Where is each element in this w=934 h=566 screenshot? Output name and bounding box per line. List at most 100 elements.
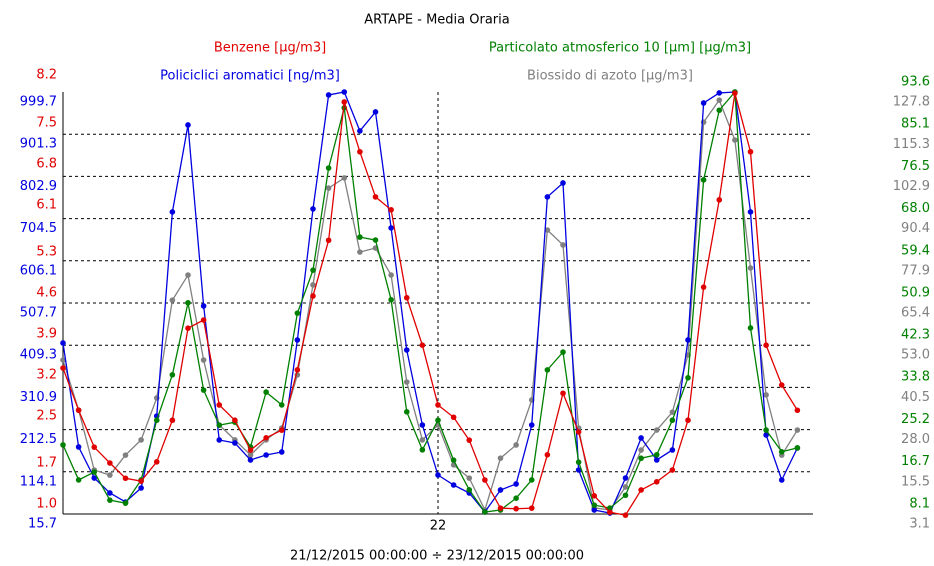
- y-tick-label: 77.9: [901, 263, 930, 278]
- data-point: [778, 477, 785, 483]
- y-tick-label: 59.4: [901, 243, 930, 258]
- data-point: [216, 437, 223, 443]
- y-tick-label: 3.9: [36, 327, 57, 342]
- data-point: [75, 407, 82, 414]
- y-tick-label: 3.1: [909, 517, 930, 532]
- data-point: [466, 487, 473, 493]
- data-point: [544, 452, 551, 458]
- data-point: [513, 442, 519, 448]
- data-point: [544, 194, 551, 200]
- y-tick-label: 507.7: [20, 306, 57, 321]
- data-point: [107, 490, 113, 496]
- data-point: [169, 209, 176, 215]
- y-tick-label: 85.1: [901, 116, 930, 131]
- data-point: [607, 509, 613, 516]
- data-point: [685, 417, 691, 424]
- data-point: [716, 90, 723, 96]
- data-point: [60, 365, 66, 371]
- data-point: [450, 414, 457, 421]
- data-point: [403, 379, 410, 385]
- data-point: [247, 457, 254, 463]
- data-point: [122, 475, 129, 482]
- data-point: [794, 407, 801, 414]
- data-point: [138, 437, 144, 443]
- y-tick-label: 1.0: [36, 497, 57, 512]
- data-point: [325, 165, 332, 171]
- data-point: [716, 97, 723, 103]
- y-tick-label: 33.8: [901, 370, 930, 385]
- data-point: [466, 437, 473, 443]
- x-axis-label: 21/12/2015 00:00:00 ÷ 23/12/2015 00:00:0…: [290, 549, 584, 564]
- data-point: [60, 357, 66, 363]
- y-tick-label: 25.2: [901, 412, 930, 427]
- data-point: [544, 367, 551, 373]
- y-tick-label: 3.2: [36, 368, 57, 383]
- data-point: [591, 507, 598, 513]
- legend-label: Particolato atmosferico 10 [µm] [µg/m3]: [489, 41, 751, 56]
- y-tick-label: 76.5: [901, 159, 930, 174]
- y-tick-label: 115.3: [893, 137, 930, 152]
- data-point: [450, 482, 457, 488]
- data-point: [419, 422, 426, 428]
- data-point: [747, 325, 754, 331]
- data-point: [528, 422, 535, 428]
- data-point: [310, 267, 316, 273]
- data-point: [232, 440, 238, 446]
- data-point: [653, 457, 660, 463]
- data-point: [482, 477, 488, 483]
- data-point: [575, 459, 582, 465]
- data-point: [607, 505, 613, 511]
- y-tick-label: 901.3: [20, 137, 57, 152]
- data-point: [247, 452, 254, 458]
- data-point: [341, 99, 348, 105]
- data-point: [91, 475, 98, 481]
- data-point: [591, 493, 598, 499]
- y-tick-label: 90.4: [901, 221, 930, 236]
- data-point: [278, 402, 285, 408]
- data-point: [403, 294, 410, 301]
- y-tick-label: 127.8: [893, 95, 930, 110]
- data-point: [560, 390, 566, 397]
- data-point: [685, 374, 691, 381]
- data-point: [622, 492, 629, 499]
- data-point: [560, 242, 566, 248]
- data-point: [388, 296, 394, 303]
- y-tick-label: 114.1: [20, 474, 57, 489]
- data-point: [700, 177, 707, 183]
- data-point: [794, 427, 801, 433]
- data-point: [122, 452, 129, 458]
- data-point: [357, 234, 363, 240]
- data-point: [107, 497, 113, 503]
- data-point: [294, 337, 301, 343]
- data-point: [357, 249, 363, 255]
- y-tick-label: 28.0: [901, 432, 930, 447]
- data-point: [591, 502, 598, 508]
- data-point: [310, 206, 316, 212]
- y-tick-label: 4.6: [36, 286, 57, 301]
- data-point: [310, 293, 316, 299]
- data-point: [138, 478, 144, 484]
- data-point: [388, 225, 394, 231]
- data-point: [435, 417, 441, 424]
- y-tick-label: 68.0: [901, 201, 930, 216]
- y-tick-label: 15.5: [901, 475, 930, 490]
- data-point: [122, 500, 129, 506]
- data-point: [325, 92, 332, 98]
- data-point: [60, 442, 66, 448]
- data-point: [638, 455, 644, 462]
- data-point: [278, 449, 285, 455]
- data-point: [185, 325, 191, 332]
- data-point: [388, 207, 394, 213]
- data-point: [513, 505, 519, 512]
- data-point: [450, 457, 457, 464]
- data-point: [669, 447, 676, 453]
- y-tick-label: 7.5: [36, 116, 57, 131]
- series-line: [62, 90, 798, 513]
- data-point: [200, 317, 207, 323]
- data-point: [185, 299, 191, 306]
- series-line: [62, 93, 798, 516]
- data-point: [763, 432, 769, 438]
- data-point: [528, 505, 535, 511]
- series-line: [62, 91, 798, 514]
